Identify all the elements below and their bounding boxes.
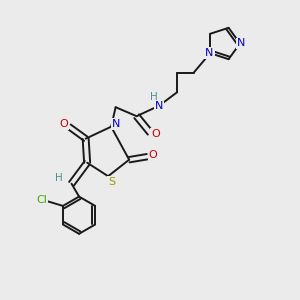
Text: N: N	[112, 119, 120, 129]
Text: Cl: Cl	[36, 195, 47, 205]
Text: N: N	[236, 38, 245, 49]
Text: O: O	[151, 129, 160, 139]
Text: H: H	[55, 173, 63, 183]
Text: S: S	[108, 177, 115, 187]
Text: H: H	[150, 92, 158, 102]
Text: O: O	[149, 150, 158, 160]
Text: N: N	[155, 101, 163, 111]
Text: O: O	[59, 119, 68, 129]
Text: N: N	[206, 48, 214, 58]
